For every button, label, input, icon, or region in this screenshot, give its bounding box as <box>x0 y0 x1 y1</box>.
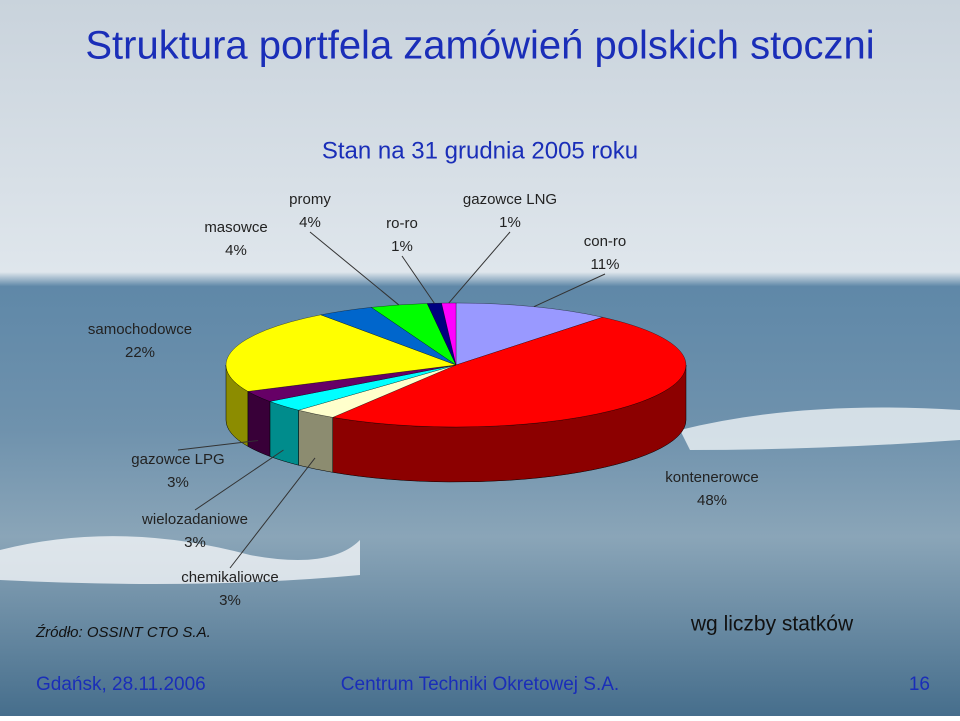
leader-line <box>229 457 316 569</box>
leader-line <box>401 255 435 304</box>
slice-value: 3% <box>219 592 241 609</box>
slice-label: kontenerowce <box>665 469 758 486</box>
title: Struktura portfela zamówień polskich sto… <box>85 24 874 68</box>
source: Źródło: OSSINT CTO S.A. <box>35 624 211 641</box>
slice-label: promy <box>289 191 331 208</box>
footer-left: Gdańsk, 28.11.2006 <box>36 674 206 695</box>
slice-value: 48% <box>697 492 727 509</box>
pie-slice-side <box>247 390 271 457</box>
slice-label: con-ro <box>584 233 627 250</box>
slice-label: wielozadaniowe <box>141 511 248 528</box>
slice-label: ro-ro <box>386 215 418 232</box>
slice-label: gazowce LPG <box>131 451 224 468</box>
slice-value: 22% <box>125 344 155 361</box>
wave <box>0 536 360 584</box>
slice-value: 3% <box>167 474 189 491</box>
slice-label: samochodowce <box>88 321 192 338</box>
wave <box>680 407 960 450</box>
pie-chart: con-ro 11% kontenerowce 48% chemikaliowce 3% w… <box>88 191 759 609</box>
note: wg liczby statków <box>690 613 854 636</box>
slice-label: chemikaliowce <box>181 569 279 586</box>
slice-value: 4% <box>299 214 321 231</box>
slice-value: 3% <box>184 534 206 551</box>
leader-line <box>448 231 511 304</box>
page-number: 16 <box>909 674 930 695</box>
slice-value: 11% <box>591 256 620 273</box>
pie-slice-side <box>298 409 334 473</box>
leader-line <box>177 440 259 451</box>
pie-slice-side <box>269 401 299 466</box>
footer-center: Centrum Techniki Okretowej S.A. <box>341 674 619 695</box>
slice-label: gazowce LNG <box>463 191 557 208</box>
slice-value: 1% <box>391 238 413 255</box>
subtitle: Stan na 31 grudnia 2005 roku <box>322 137 638 164</box>
pie-slice <box>332 317 687 428</box>
pie-slice <box>455 302 604 366</box>
pie-slice <box>225 314 457 392</box>
leader-line <box>194 449 284 511</box>
slice-label: masowce <box>204 219 267 236</box>
slice-value: 1% <box>499 214 521 231</box>
leader-line <box>533 273 606 308</box>
leader-line <box>309 231 400 306</box>
slice-value: 4% <box>225 242 247 259</box>
